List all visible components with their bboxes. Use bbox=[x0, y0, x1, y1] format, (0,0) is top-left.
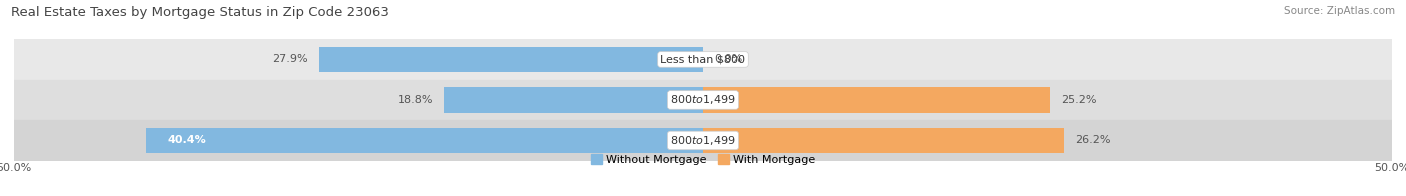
Bar bbox=[319, 47, 703, 72]
Text: 0.0%: 0.0% bbox=[714, 54, 742, 64]
Bar bbox=[146, 128, 703, 153]
Bar bbox=[703, 128, 1064, 153]
Legend: Without Mortgage, With Mortgage: Without Mortgage, With Mortgage bbox=[591, 154, 815, 165]
Text: 26.2%: 26.2% bbox=[1076, 135, 1111, 145]
Bar bbox=[14, 39, 1392, 80]
Text: Source: ZipAtlas.com: Source: ZipAtlas.com bbox=[1284, 6, 1395, 16]
Text: Real Estate Taxes by Mortgage Status in Zip Code 23063: Real Estate Taxes by Mortgage Status in … bbox=[11, 6, 389, 19]
Text: 27.9%: 27.9% bbox=[271, 54, 308, 64]
Text: 25.2%: 25.2% bbox=[1062, 95, 1097, 105]
Bar bbox=[703, 87, 1050, 113]
Bar bbox=[14, 120, 1392, 161]
Text: 40.4%: 40.4% bbox=[167, 135, 205, 145]
Bar bbox=[444, 87, 703, 113]
Text: 18.8%: 18.8% bbox=[398, 95, 433, 105]
Text: Less than $800: Less than $800 bbox=[661, 54, 745, 64]
Text: $800 to $1,499: $800 to $1,499 bbox=[671, 134, 735, 147]
Text: $800 to $1,499: $800 to $1,499 bbox=[671, 93, 735, 106]
Bar bbox=[14, 80, 1392, 120]
